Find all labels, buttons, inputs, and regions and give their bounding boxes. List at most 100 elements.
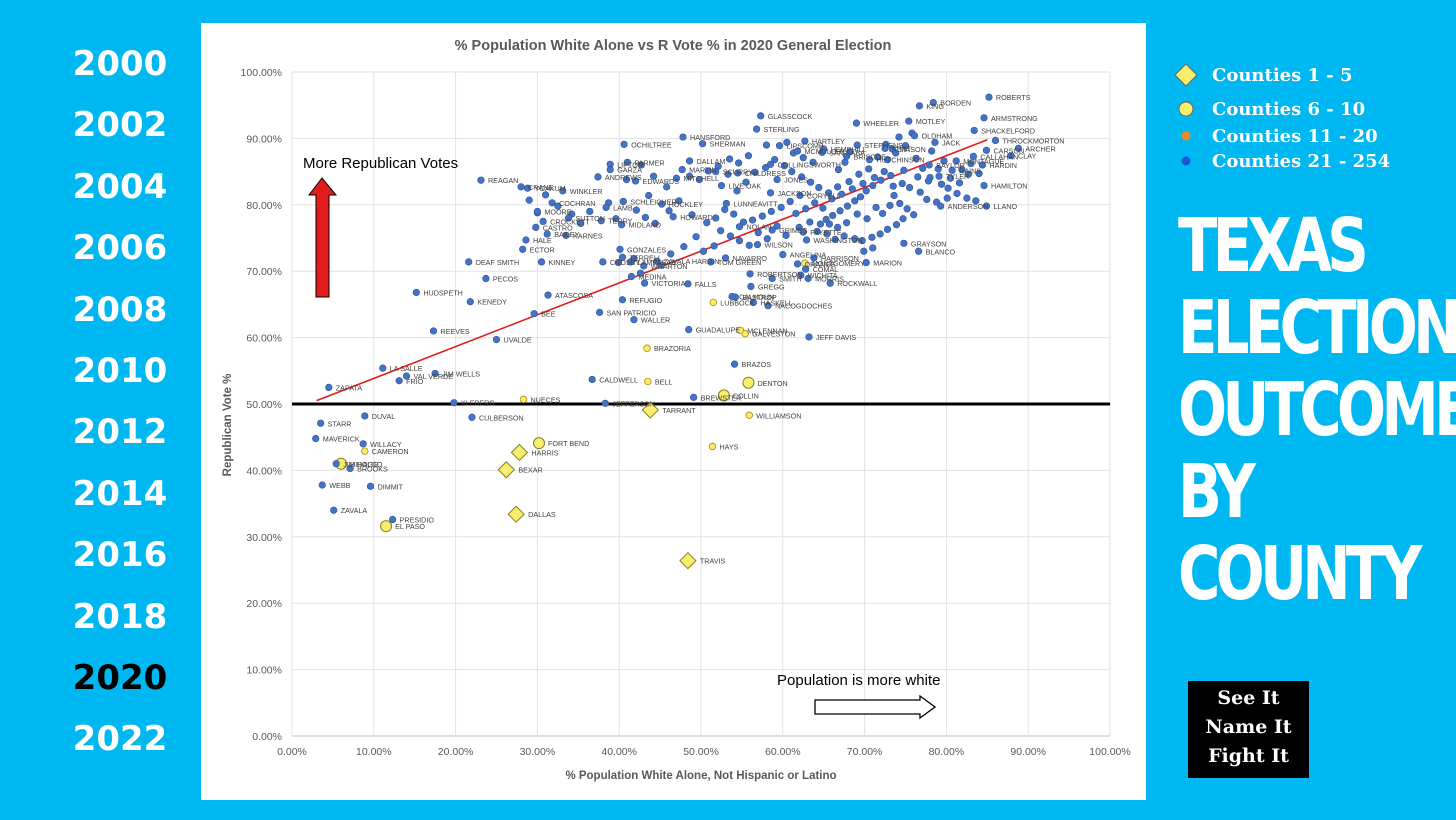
data-point <box>783 138 791 146</box>
point-label: GUADALUPE <box>696 326 741 335</box>
data-point <box>380 520 393 533</box>
data-point <box>834 223 842 231</box>
year-2020[interactable]: 2020 <box>72 658 168 698</box>
point-label: BRISCOE <box>854 152 887 161</box>
data-point <box>853 210 861 218</box>
x-axis-label: % Population White Alone, Not Hispanic o… <box>565 770 836 782</box>
data-point <box>679 551 697 570</box>
data-point <box>735 223 744 231</box>
data-point <box>507 505 525 523</box>
point-label: CALHOUN <box>739 292 774 301</box>
point-label: HARDIN <box>989 161 1017 170</box>
point-label: HANSFORD <box>690 133 730 142</box>
data-point <box>840 232 848 240</box>
data-point <box>860 247 868 255</box>
point-label: HASKELL <box>760 298 792 307</box>
data-point <box>595 308 604 316</box>
point-label: SHACKELFORD <box>981 126 1035 135</box>
point-label: JIM HOGG <box>343 460 379 469</box>
data-point <box>898 179 906 188</box>
point-label: MCMULLEN <box>805 147 845 156</box>
point-label: ATASCOSA <box>555 291 593 300</box>
point-label: KING <box>926 102 944 111</box>
point-label: ROBERTSON <box>757 270 802 279</box>
data-point <box>562 231 570 239</box>
data-point <box>346 464 354 473</box>
year-2018[interactable]: 2018 <box>72 596 168 637</box>
data-point <box>865 165 873 173</box>
point-label: KLEBERG <box>461 399 495 408</box>
data-point <box>665 207 673 215</box>
data-point <box>601 399 609 407</box>
data-point <box>735 237 744 245</box>
data-point <box>916 188 924 196</box>
point-label: MORRIS <box>815 275 844 284</box>
point-label: LLANO <box>993 202 1017 211</box>
data-point <box>851 235 859 243</box>
data-point <box>980 181 988 190</box>
data-point <box>834 166 843 174</box>
data-point <box>728 292 736 301</box>
data-point <box>745 241 753 249</box>
year-2004[interactable]: 2004 <box>72 166 168 207</box>
year-2012[interactable]: 2012 <box>72 412 168 453</box>
point-label: WINKLER <box>570 187 603 196</box>
point-label: CAMERON <box>372 447 409 456</box>
data-point <box>465 258 473 266</box>
year-2000[interactable]: 2000 <box>72 44 168 84</box>
point-label: GARZA <box>617 166 642 175</box>
data-point <box>618 253 627 261</box>
data-point <box>795 223 803 231</box>
data-point <box>836 207 844 215</box>
year-2006[interactable]: 2006 <box>72 228 168 269</box>
data-point <box>788 168 796 176</box>
data-point <box>519 395 528 404</box>
point-label: HUTCHINSON <box>877 156 925 165</box>
data-point <box>726 155 734 163</box>
point-label: WALLER <box>641 316 670 325</box>
data-point <box>739 218 748 226</box>
point-label: SAN SABA <box>829 148 865 157</box>
data-point <box>780 162 789 170</box>
point-label: LAMPASAS <box>638 258 676 267</box>
data-point <box>544 291 552 299</box>
data-point <box>734 169 742 177</box>
data-point <box>970 126 978 135</box>
data-point <box>586 207 594 216</box>
legend-marker-icon <box>1181 156 1191 166</box>
y-tick-label: 40.00% <box>246 465 282 477</box>
data-point <box>937 180 946 188</box>
data-point <box>768 274 776 283</box>
year-2014[interactable]: 2014 <box>72 473 168 514</box>
data-point <box>886 201 894 210</box>
data-point <box>845 177 853 186</box>
data-point <box>982 146 991 154</box>
year-2002[interactable]: 2002 <box>72 105 168 146</box>
data-point <box>517 183 525 191</box>
data-point <box>1014 144 1022 152</box>
red-up-arrow-icon <box>307 177 338 298</box>
data-point <box>798 173 806 181</box>
year-2022[interactable]: 2022 <box>72 719 168 760</box>
data-point <box>537 258 546 266</box>
year-2010[interactable]: 2010 <box>72 351 168 391</box>
data-point <box>880 168 888 176</box>
point-label: KENT <box>892 144 912 153</box>
data-point <box>775 142 784 150</box>
data-point <box>914 173 922 181</box>
data-point <box>810 254 818 262</box>
point-label: BLANCO <box>926 247 956 256</box>
point-label: ARCHER <box>1025 144 1055 153</box>
point-label: GRAYSON <box>911 239 946 248</box>
data-point <box>645 191 653 200</box>
data-point <box>564 214 573 222</box>
data-point <box>332 460 340 468</box>
year-2016[interactable]: 2016 <box>72 535 168 576</box>
x-tick-label: 20.00% <box>438 746 474 758</box>
year-2008[interactable]: 2008 <box>72 289 168 330</box>
point-label: WHEELER <box>863 119 899 128</box>
point-label: CASTRO <box>543 223 573 232</box>
data-point <box>883 156 892 164</box>
point-label: ECTOR <box>530 245 555 254</box>
data-point <box>940 157 948 165</box>
